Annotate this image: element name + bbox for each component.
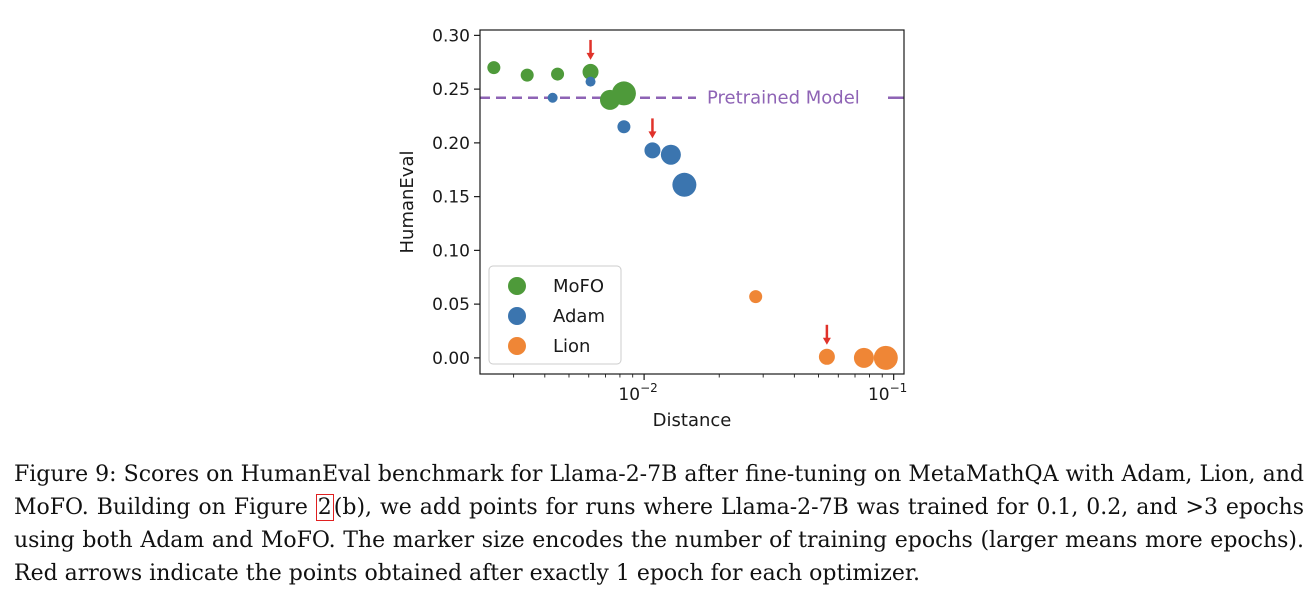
plot-frame bbox=[479, 29, 905, 375]
caption-figure-label: Figure 9: bbox=[14, 462, 117, 487]
y-tick-label: 0.20 bbox=[432, 134, 470, 154]
y-tick-label: 0.00 bbox=[432, 349, 470, 369]
data-point-mofo bbox=[520, 68, 534, 82]
one-epoch-arrow-icon bbox=[822, 337, 831, 345]
data-point-lion bbox=[818, 348, 835, 365]
one-epoch-arrow-icon bbox=[586, 52, 595, 60]
caption-text-part1: Scores on HumanEval benchmark for Llama-… bbox=[14, 462, 1304, 520]
data-point-mofo bbox=[611, 81, 636, 106]
x-axis-label: Distance bbox=[653, 410, 732, 431]
y-axis: 0.00 0.05 0.10 0.15 0.20 0.25 0.30 bbox=[432, 26, 480, 369]
y-tick-label: 0.10 bbox=[432, 241, 470, 261]
data-point-mofo bbox=[582, 63, 599, 80]
legend-label-mofo: MoFO bbox=[553, 276, 604, 297]
x-tick-label: 10−1 bbox=[868, 381, 907, 405]
y-tick-label: 0.25 bbox=[432, 80, 470, 100]
y-tick-label: 0.05 bbox=[432, 295, 470, 315]
y-tick-label: 0.15 bbox=[432, 188, 470, 208]
data-point-adam bbox=[660, 144, 681, 165]
data-point-adam bbox=[672, 172, 697, 197]
scatter-chart: Pretrained Model 0.00 0.05 0.10 0.15 0.20 0.2… bbox=[397, 26, 907, 431]
y-axis-label: HumanEval bbox=[397, 151, 418, 254]
figure-reference-link[interactable]: 2 bbox=[315, 494, 334, 521]
legend-marker-mofo bbox=[508, 277, 526, 295]
x-tick-label: 10−2 bbox=[618, 381, 657, 405]
data-point-lion bbox=[749, 290, 763, 304]
one-epoch-arrow-icon bbox=[648, 131, 657, 139]
data-point-lion bbox=[873, 345, 898, 370]
pretrained-reference-label: Pretrained Model bbox=[707, 88, 860, 109]
y-tick-label: 0.30 bbox=[432, 26, 470, 46]
x-axis: 10−2 10−1 bbox=[513, 374, 907, 405]
data-point-mofo bbox=[487, 61, 501, 75]
data-point-adam bbox=[585, 76, 596, 87]
legend-marker-lion bbox=[508, 337, 526, 355]
legend-label-lion: Lion bbox=[553, 336, 590, 357]
plot-layer: Pretrained Model bbox=[480, 39, 904, 370]
data-point-adam bbox=[617, 120, 631, 134]
data-point-lion bbox=[853, 347, 874, 368]
legend-marker-adam bbox=[508, 307, 526, 325]
data-point-adam bbox=[547, 92, 558, 103]
data-point-adam bbox=[644, 142, 661, 159]
caption-text-part2: (b), we add points for runs where Llama-… bbox=[14, 495, 1305, 586]
legend-label-adam: Adam bbox=[553, 306, 605, 327]
data-point-mofo bbox=[551, 67, 565, 81]
figure-caption: Figure 9: Scores on HumanEval benchmark … bbox=[14, 458, 1304, 590]
legend: MoFO Adam Lion bbox=[488, 265, 622, 365]
